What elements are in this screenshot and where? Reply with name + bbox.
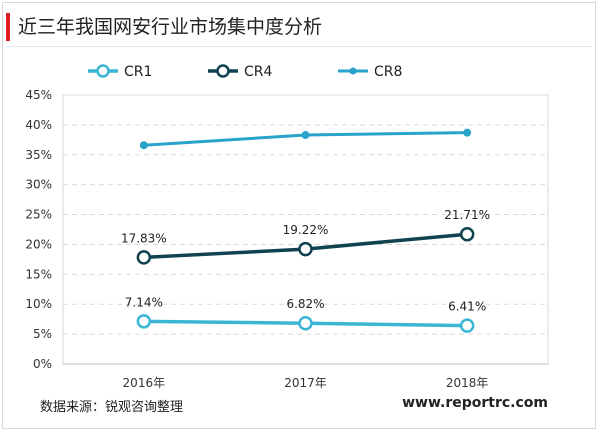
legend-marker-cr8 [349, 67, 357, 75]
data-point-cr4 [459, 226, 475, 242]
legend-label-cr8: CR8 [374, 64, 402, 80]
x-tick-label: 2018年 [446, 376, 489, 390]
title-divider [6, 46, 592, 47]
watermark-url: www.reportrc.com [402, 395, 548, 411]
y-tick-label: 20% [25, 237, 52, 251]
legend-marker-cr4 [216, 64, 230, 78]
y-tick-label: 0% [33, 357, 52, 371]
y-tick-label: 25% [25, 208, 52, 222]
y-tick-label: 15% [25, 267, 52, 281]
legend-label-cr1: CR1 [124, 64, 152, 80]
data-label-cr1: 6.82% [286, 297, 324, 311]
y-tick-label: 5% [33, 327, 52, 341]
page-title: 近三年我国网安行业市场集中度分析 [18, 16, 323, 38]
legend-label-cr4: CR4 [244, 64, 273, 80]
data-label-cr4: 19.22% [283, 223, 329, 237]
y-tick-label: 40% [25, 118, 52, 132]
legend-marker-cr1 [96, 64, 110, 78]
data-point-cr1 [298, 315, 313, 331]
data-label-cr1: 7.14% [125, 295, 163, 309]
y-tick-label: 45% [25, 88, 52, 102]
data-label-cr4: 21.71% [444, 208, 490, 222]
x-tick-label: 2017年 [284, 376, 327, 390]
x-tick-label: 2016年 [123, 376, 166, 390]
data-point-cr8 [301, 131, 310, 140]
data-source-note: 数据来源：锐观咨询整理 [40, 400, 184, 415]
data-point-cr1 [459, 318, 475, 333]
data-point-cr1 [136, 314, 152, 329]
data-point-cr8 [463, 128, 472, 137]
data-point-cr4 [298, 241, 313, 257]
data-point-cr8 [139, 141, 148, 150]
data-label-cr1: 6.41% [448, 300, 486, 314]
y-tick-label: 35% [25, 148, 52, 162]
y-tick-label: 10% [25, 297, 52, 311]
title-accent-bar [6, 13, 10, 41]
data-label-cr4: 17.83% [121, 231, 167, 245]
data-point-cr4 [136, 250, 152, 265]
y-tick-label: 30% [25, 178, 52, 192]
